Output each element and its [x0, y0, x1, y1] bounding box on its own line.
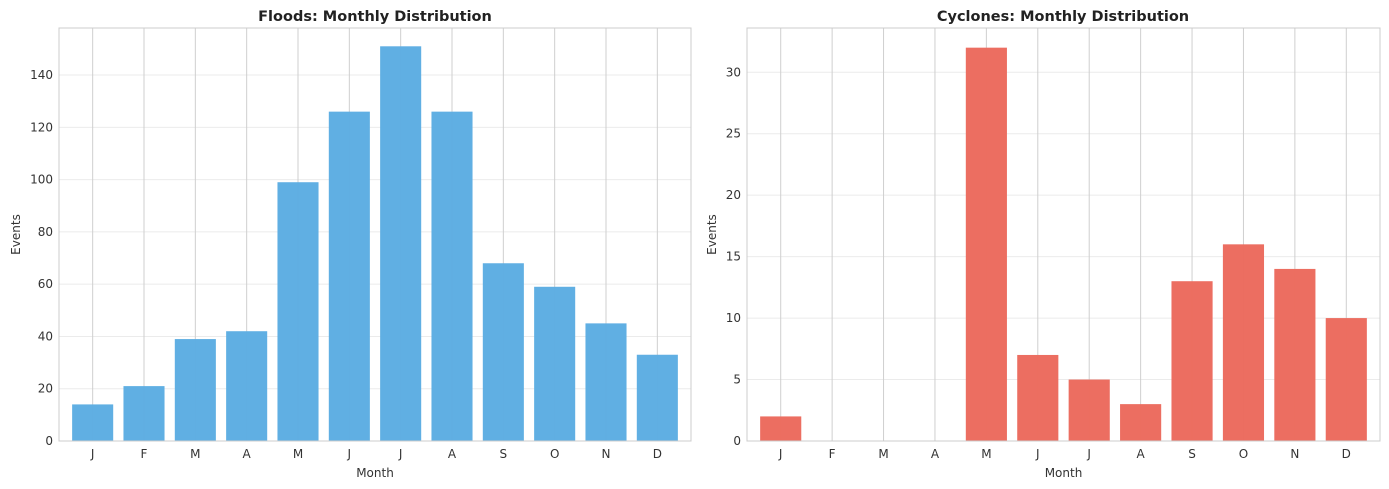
- cyclones-plot-frame: [746, 27, 1381, 442]
- cyclones-bar-8: [1120, 404, 1162, 441]
- floods-xtick-label: M: [190, 447, 200, 461]
- cyclones-xtick-label: D: [1342, 447, 1351, 461]
- cyclones-y-axis-label: Events: [705, 214, 719, 255]
- floods-xtick-label: D: [653, 447, 662, 461]
- cyclones-bar-5: [965, 47, 1007, 442]
- floods-xtick-label: J: [347, 447, 352, 461]
- floods-ytick-label: 60: [38, 277, 53, 291]
- floods-xtick-label: A: [243, 447, 252, 461]
- cyclones-chart-panel: 0 5 10 15 20 25 30 J F M A M J J A S O N D Cyclones: Monthl…: [705, 9, 1381, 480]
- cyclones-ytick-label: 5: [733, 373, 741, 387]
- cyclones-bar-1: [760, 416, 802, 441]
- cyclones-xtick-label: F: [829, 447, 836, 461]
- cyclones-xtick-label: A: [931, 447, 940, 461]
- cyclones-bar-12: [1325, 318, 1367, 441]
- floods-xtick-label: O: [550, 447, 559, 461]
- floods-ytick-label: 0: [45, 434, 53, 448]
- cyclones-bar-9: [1171, 281, 1213, 441]
- cyclones-ytick-label: 20: [726, 188, 741, 202]
- cyclones-xtick-label: N: [1290, 447, 1299, 461]
- floods-xtick-label: N: [602, 447, 611, 461]
- floods-bar-7: [380, 46, 422, 441]
- floods-xtick-label: A: [448, 447, 457, 461]
- floods-bar-2: [123, 386, 165, 441]
- cyclones-xtick-label: A: [1137, 447, 1146, 461]
- floods-xtick-label: S: [500, 447, 508, 461]
- cyclones-xtick-label: M: [878, 447, 888, 461]
- floods-ytick-label: 120: [30, 120, 53, 134]
- floods-bar-5: [277, 182, 319, 442]
- floods-ytick-label: 140: [30, 68, 53, 82]
- cyclones-xtick-label: S: [1188, 447, 1196, 461]
- floods-bar-3: [174, 339, 216, 441]
- cyclones-bar-10: [1222, 244, 1265, 441]
- cyclones-xtick-label: M: [981, 447, 991, 461]
- cyclones-ytick-label: 15: [726, 250, 741, 264]
- floods-bar-10: [534, 286, 576, 441]
- floods-xtick-label: J: [90, 447, 95, 461]
- cyclones-ytick-label: 10: [726, 311, 741, 325]
- floods-bar-12: [636, 354, 678, 441]
- cyclones-xtick-label: J: [778, 447, 783, 461]
- floods-ytick-label: 40: [38, 329, 53, 343]
- cyclones-ytick-label: 0: [733, 434, 741, 448]
- cyclones-ytick-label: 25: [726, 127, 741, 141]
- floods-bar-11: [585, 323, 627, 441]
- cyclones-bar-11: [1274, 268, 1316, 441]
- cyclones-xtick-label: O: [1239, 447, 1248, 461]
- cyclones-bar-6: [1017, 354, 1059, 441]
- floods-ytick-label: 100: [30, 173, 53, 187]
- floods-y-axis-label: Events: [9, 214, 23, 255]
- floods-bar-9: [482, 263, 524, 441]
- floods-bar-8: [431, 111, 473, 441]
- floods-bar-1: [72, 404, 114, 441]
- floods-bar-4: [226, 331, 268, 441]
- cyclones-bar-7: [1068, 379, 1110, 441]
- floods-plot-frame: [58, 27, 692, 442]
- cyclones-xtick-label: J: [1035, 447, 1040, 461]
- floods-xtick-label: J: [398, 447, 403, 461]
- floods-xtick-label: F: [141, 447, 148, 461]
- cyclones-x-axis-label: Month: [1045, 466, 1083, 480]
- floods-bar-6: [328, 111, 370, 441]
- cyclones-chart-title: Cyclones: Monthly Distribution: [937, 9, 1189, 25]
- floods-ytick-label: 20: [38, 382, 53, 396]
- floods-chart-panel: 0 20 40 60 80 100 120 140 J F M A M J J A S O N D Floods: Mo…: [9, 9, 692, 480]
- cyclones-xtick-label: J: [1086, 447, 1091, 461]
- floods-chart-title: Floods: Monthly Distribution: [258, 9, 492, 25]
- cyclones-ytick-label: 30: [726, 65, 741, 79]
- floods-xtick-label: M: [293, 447, 303, 461]
- floods-x-axis-label: Month: [356, 466, 394, 480]
- floods-ytick-label: 80: [38, 225, 53, 239]
